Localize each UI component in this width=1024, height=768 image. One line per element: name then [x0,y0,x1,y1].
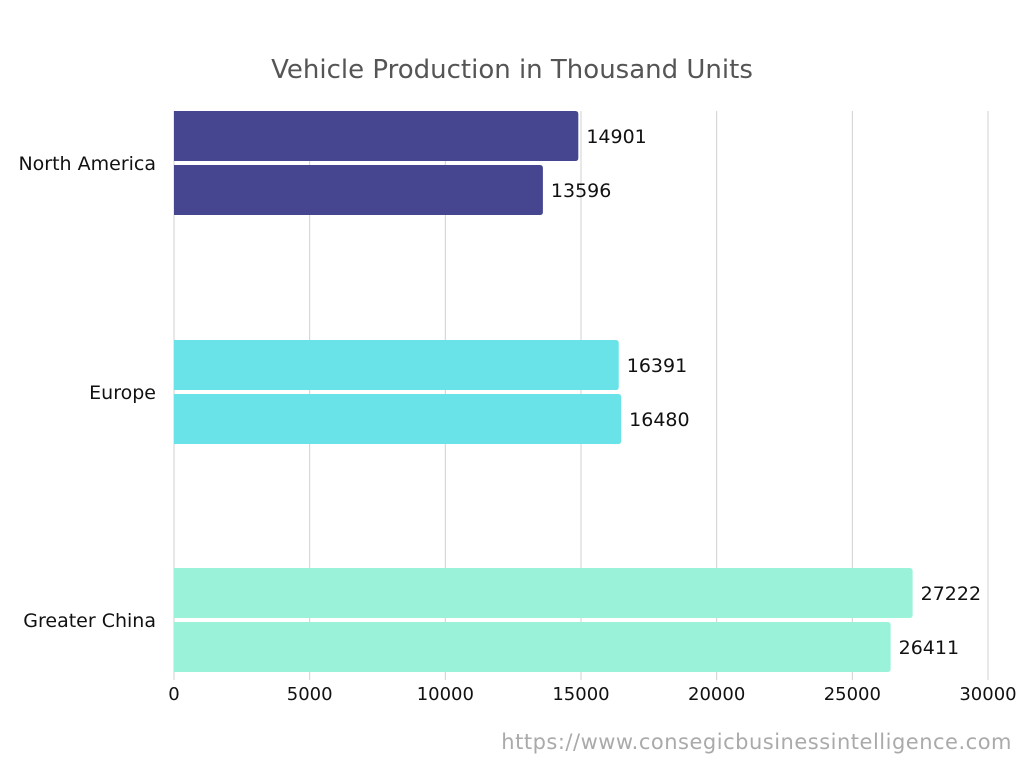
x-tick-label: 15000 [552,684,609,705]
category-label: Europe [89,382,156,404]
x-tick-label: 5000 [287,684,333,705]
bar [174,568,913,618]
data-label: 14901 [586,126,646,148]
bar [174,111,579,161]
data-label: 26411 [899,637,959,659]
x-tick-label: 10000 [417,684,474,705]
chart-title: Vehicle Production in Thousand Units [271,55,753,85]
x-tick-label: 25000 [824,684,881,705]
x-tick-label: 20000 [688,684,745,705]
data-label: 13596 [551,180,611,202]
bar [173,340,619,390]
category-label: Greater China [23,610,156,632]
data-label: 27222 [921,583,981,605]
category-label: North America [18,153,156,175]
source-url: https://www.consegicbusinessintelligence… [501,730,1012,754]
x-tick-label: 0 [168,684,179,705]
bar [174,622,891,672]
bar [174,394,622,444]
data-label: 16391 [627,355,687,377]
x-tick-label: 30000 [959,684,1016,705]
data-label: 16480 [629,409,689,431]
bar [174,165,543,215]
